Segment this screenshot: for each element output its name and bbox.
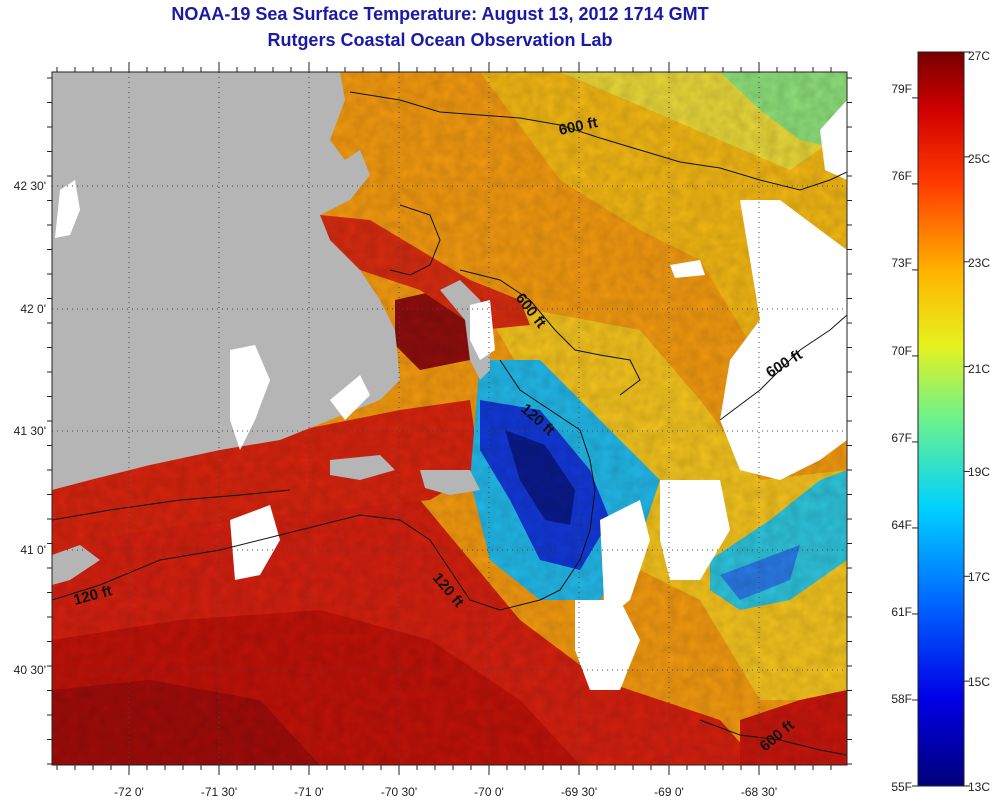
colorbar-c-label: 19C <box>968 465 990 479</box>
lon-label: -69 0' <box>654 785 684 799</box>
land-new-england <box>52 72 400 490</box>
colorbar-f-label: 55F <box>891 780 912 794</box>
lon-label: -68 30' <box>741 785 777 799</box>
contour-120ft-shoals <box>499 359 596 601</box>
colorbar-f-label: 76F <box>891 169 912 183</box>
cloud-patch <box>575 600 640 690</box>
lon-label: -70 30' <box>381 785 417 799</box>
colorbar-f-label: 70F <box>891 344 912 358</box>
colorbar-f-label: 61F <box>891 605 912 619</box>
lon-label: -71 0' <box>294 785 324 799</box>
lat-label: 41 30' <box>14 424 46 438</box>
colorbar-f-label: 79F <box>891 82 912 96</box>
colorbar-f-label: 67F <box>891 431 912 445</box>
lat-label: 42 0' <box>20 302 46 316</box>
lon-label: -71 30' <box>201 785 237 799</box>
colorbar-c-label: 25C <box>968 152 990 166</box>
contour-600ft-southeast <box>699 719 847 756</box>
land-nantucket <box>420 470 480 495</box>
cloud-patch <box>230 505 280 580</box>
cloud-patch <box>470 300 495 360</box>
cloud-patch <box>600 500 650 620</box>
cloud-patch <box>660 480 730 580</box>
latitude-axis: 42 30' 42 0' 41 30' 41 0' 40 30' <box>14 179 46 677</box>
cloud-patch <box>55 180 80 238</box>
colorbar-f-label: 64F <box>891 518 912 532</box>
colorbar-c-label: 27C <box>968 49 990 63</box>
contour-600ft-bay <box>389 204 441 276</box>
cloud-patch <box>820 100 847 180</box>
contour-600ft-east <box>719 314 847 421</box>
cloud-patch <box>670 260 705 278</box>
cloud-patch <box>230 345 270 450</box>
graticule <box>52 72 847 765</box>
lat-label: 42 30' <box>14 179 46 193</box>
axis-ticks <box>47 62 852 775</box>
lon-label: -70 0' <box>474 785 504 799</box>
contour-600ft-north <box>349 91 847 191</box>
contour-120ft-coast <box>52 489 291 521</box>
colorbar-c-label: 17C <box>968 570 990 584</box>
colorbar-gradient <box>917 51 965 787</box>
map-area: 600 ft 600 ft 600 ft 600 ft 120 ft 120 f… <box>52 72 847 765</box>
colorbar-c-label: 23C <box>968 256 990 270</box>
chart-subtitle: Rutgers Coastal Ocean Observation Lab <box>267 30 613 50</box>
lon-label: -72 0' <box>114 785 144 799</box>
colorbar-f-label: 73F <box>891 256 912 270</box>
colorbar-c-label: 15C <box>968 675 990 689</box>
land-long-island <box>52 545 100 585</box>
map-frame <box>51 71 848 766</box>
chart-title: NOAA-19 Sea Surface Temperature: August … <box>171 4 709 24</box>
colorbar-c-label: 13C <box>968 780 990 794</box>
contour-120ft-south <box>52 514 541 611</box>
lat-label: 41 0' <box>20 543 46 557</box>
colorbar-f-label: 58F <box>891 692 912 706</box>
land-marthas-vineyard <box>330 455 395 480</box>
longitude-axis: -72 0' -71 30' -71 0' -70 30' -70 0' -69… <box>114 785 777 799</box>
colorbar-c-label: 21C <box>968 362 990 376</box>
depth-contours <box>52 91 847 756</box>
lon-label: -69 30' <box>561 785 597 799</box>
cloud-bank-east <box>720 200 847 480</box>
contour-600ft-mid <box>459 269 641 396</box>
colorbar: 79F 76F 73F 70F 67F 64F 61F 58F 55F 27C … <box>891 49 990 794</box>
lat-label: 40 30' <box>14 663 46 677</box>
cloud-patch <box>330 375 370 420</box>
